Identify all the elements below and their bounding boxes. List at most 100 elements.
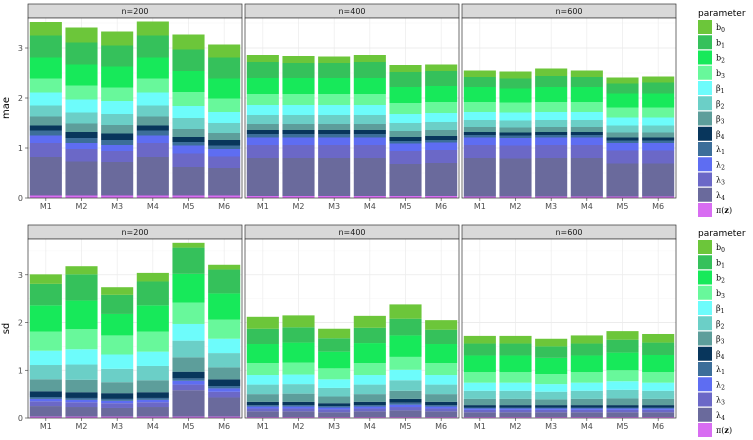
bar-segment-b3 [535, 102, 568, 112]
bar-segment-b0 [246, 316, 279, 329]
bar-segment-lambda2 [389, 404, 422, 408]
bar-segment-lambda3 [353, 408, 386, 412]
facet-title: n=600 [555, 228, 582, 237]
bar-segment-piz [389, 196, 422, 198]
bar-segment-lambda3 [29, 401, 62, 407]
bar-segment-piz [606, 417, 639, 418]
bar-segment-beta2 [499, 390, 532, 399]
bar-segment-b2 [101, 313, 134, 336]
legend-key-b1 [698, 255, 712, 270]
bar-segment-lambda2 [136, 399, 169, 403]
bar-segment-lambda4 [463, 158, 496, 197]
bar-segment-lambda4 [101, 407, 134, 417]
bar-segment-lambda1 [570, 135, 603, 138]
bar-segment-lambda3 [425, 408, 458, 412]
x-tick-label: M6 [218, 422, 230, 431]
bar-segment-beta1 [353, 375, 386, 385]
bar-segment-b0 [65, 27, 98, 43]
bar-segment-b3 [499, 102, 532, 113]
bar-segment-beta4 [65, 392, 98, 398]
bar-segment-beta1 [65, 99, 98, 113]
bar-segment-beta1 [606, 117, 639, 126]
bar-segment-beta2 [136, 105, 169, 117]
legend-label-b1: b1 [716, 258, 725, 269]
bar-segment-beta2 [29, 365, 62, 380]
bar-segment-beta4 [535, 132, 568, 135]
bar-segment-b0 [282, 315, 315, 328]
bar-segment-beta2 [642, 390, 675, 399]
bar-segment-beta3 [389, 131, 422, 137]
bar-segment-b1 [425, 71, 458, 86]
bar-segment-b3 [136, 78, 169, 93]
bar-segment-b1 [389, 72, 422, 87]
bar-segment-lambda1 [642, 407, 675, 409]
bar-segment-beta4 [136, 392, 169, 398]
bar-segment-beta4 [642, 405, 675, 408]
bar-segment-lambda3 [353, 145, 386, 158]
bar-segment-lambda4 [642, 163, 675, 197]
legend-label-lambda1: λ1 [716, 145, 725, 156]
bar-segment-beta3 [642, 398, 675, 406]
bar-segment-lambda4 [353, 158, 386, 196]
bar-segment-beta2 [318, 387, 351, 397]
bar-segment-beta1 [246, 105, 279, 115]
bar-segment-b0 [136, 272, 169, 282]
legend-key-lambda1 [698, 142, 712, 156]
bar-segment-beta4 [172, 137, 205, 142]
bar-segment-beta3 [570, 127, 603, 132]
bar-segment-b3 [425, 102, 458, 113]
bar-segment-beta2 [172, 340, 205, 358]
bar-segment-b1 [425, 329, 458, 345]
bar-segment-b3 [606, 370, 639, 382]
legend-label-b3: b3 [716, 289, 725, 300]
bar-segment-lambda4 [425, 411, 458, 418]
bar-segment-lambda4 [570, 158, 603, 197]
bar-segment-b3 [282, 362, 315, 375]
bar-segment-lambda3 [65, 149, 98, 162]
bar-segment-piz [353, 196, 386, 198]
bar-segment-b3 [29, 78, 62, 93]
bar-segment-piz [246, 196, 279, 198]
bar-segment-beta3 [172, 357, 205, 372]
facet-title: n=200 [121, 228, 148, 237]
bar-segment-lambda2 [282, 137, 315, 145]
legend-label-beta1: β1 [716, 84, 724, 95]
bar-segment-beta2 [136, 365, 169, 381]
x-tick-label: M5 [400, 422, 412, 431]
bar-segment-b3 [463, 102, 496, 112]
bar-segment-beta2 [65, 364, 98, 380]
bar-segment-lambda1 [535, 135, 568, 138]
bar-segment-lambda3 [172, 153, 205, 167]
legend-key-piz [698, 203, 712, 217]
bar-segment-b2 [172, 71, 205, 92]
bar-segment-b0 [642, 333, 675, 343]
bar-segment-beta1 [136, 351, 169, 366]
bar-segment-lambda3 [389, 151, 422, 164]
legend-label-piz: π(z) [716, 425, 732, 435]
bar-segment-lambda4 [246, 158, 279, 196]
bar-segment-lambda3 [246, 408, 279, 412]
bar-segment-beta2 [246, 384, 279, 395]
bar-segment-beta1 [282, 105, 315, 115]
bar-segment-lambda2 [499, 408, 532, 410]
bar-segment-b1 [208, 57, 241, 79]
bar-segment-b1 [136, 35, 169, 58]
panel-mae-3: n=600 M1 M2 M3 M4 M5 M6 [461, 3, 677, 211]
bar-segment-beta2 [499, 120, 532, 128]
bar-segment-lambda4 [318, 412, 351, 418]
bar-segment-lambda2 [65, 143, 98, 149]
bar-segment-b1 [101, 294, 134, 314]
bar-segment-lambda1 [136, 130, 169, 136]
bar-segment-beta4 [425, 136, 458, 140]
y-tick-label: 0 [18, 194, 23, 203]
bar-segment-beta2 [29, 105, 62, 117]
bar-segment-lambda4 [172, 390, 205, 417]
bar-segment-beta4 [570, 405, 603, 408]
legend-key-beta2 [698, 316, 712, 331]
legend-label-beta2: β2 [716, 319, 725, 330]
bar-segment-beta2 [535, 391, 568, 400]
bar-segment-lambda3 [463, 409, 496, 413]
bar-segment-b2 [606, 352, 639, 371]
bar-segment-lambda2 [136, 135, 169, 143]
bar-segment-b3 [642, 107, 675, 118]
